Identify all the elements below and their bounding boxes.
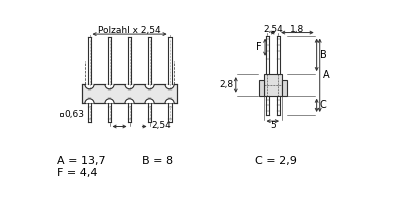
Text: F: F (256, 42, 261, 52)
Text: Polzahl x 2,54: Polzahl x 2,54 (98, 26, 161, 35)
Text: B = 8: B = 8 (142, 156, 173, 166)
Text: C: C (320, 100, 326, 110)
Text: C = 2,9: C = 2,9 (255, 156, 297, 166)
Bar (282, 80, 287, 96)
Text: 2,54: 2,54 (151, 121, 171, 130)
Wedge shape (85, 99, 94, 103)
Bar (60, 114, 63, 117)
Bar (264, 74, 282, 96)
Wedge shape (165, 84, 174, 89)
Wedge shape (125, 99, 134, 103)
Wedge shape (165, 99, 174, 103)
Wedge shape (105, 99, 114, 103)
Wedge shape (145, 99, 154, 103)
Wedge shape (85, 84, 94, 89)
Bar (82, 84, 177, 103)
Text: B: B (320, 50, 326, 60)
Wedge shape (125, 84, 134, 89)
Wedge shape (145, 84, 154, 89)
Text: 1,8: 1,8 (290, 25, 304, 34)
Text: A: A (323, 70, 330, 80)
Text: 2,8: 2,8 (219, 81, 234, 89)
Text: F = 4,4: F = 4,4 (57, 168, 98, 178)
Text: 2,54: 2,54 (263, 25, 283, 34)
Text: A = 13,7: A = 13,7 (57, 156, 106, 166)
Text: 5: 5 (270, 121, 276, 130)
Wedge shape (105, 84, 114, 89)
Text: 0,63: 0,63 (65, 110, 85, 119)
Bar (259, 80, 264, 96)
